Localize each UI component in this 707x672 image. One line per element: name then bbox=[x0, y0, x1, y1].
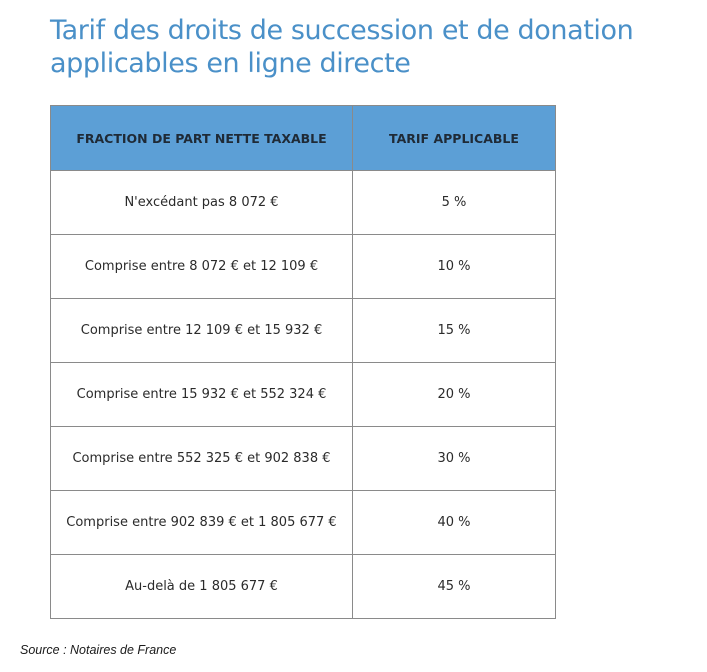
table-row: N'excédant pas 8 072 € 5 % bbox=[50, 170, 556, 235]
table-row: Comprise entre 15 932 € et 552 324 € 20 … bbox=[50, 362, 556, 427]
source-note: Source : Notaires de France bbox=[20, 643, 177, 657]
table-row: Comprise entre 552 325 € et 902 838 € 30… bbox=[50, 426, 556, 491]
fraction-cell: Comprise entre 552 325 € et 902 838 € bbox=[50, 426, 353, 491]
table-row: Comprise entre 902 839 € et 1 805 677 € … bbox=[50, 490, 556, 555]
fraction-cell: Comprise entre 902 839 € et 1 805 677 € bbox=[50, 490, 353, 555]
tax-rate-table: FRACTION DE PART NETTE TAXABLE TARIF APP… bbox=[50, 105, 556, 619]
rate-cell: 15 % bbox=[352, 298, 556, 363]
table-row: Comprise entre 12 109 € et 15 932 € 15 % bbox=[50, 298, 556, 363]
table-header-row: FRACTION DE PART NETTE TAXABLE TARIF APP… bbox=[50, 105, 556, 171]
rate-cell: 20 % bbox=[352, 362, 556, 427]
rate-cell: 5 % bbox=[352, 170, 556, 235]
fraction-cell: N'excédant pas 8 072 € bbox=[50, 170, 353, 235]
column-header-fraction: FRACTION DE PART NETTE TAXABLE bbox=[50, 105, 353, 171]
column-header-rate: TARIF APPLICABLE bbox=[352, 105, 556, 171]
fraction-cell: Comprise entre 12 109 € et 15 932 € bbox=[50, 298, 353, 363]
rate-cell: 30 % bbox=[352, 426, 556, 491]
rate-cell: 40 % bbox=[352, 490, 556, 555]
fraction-cell: Comprise entre 8 072 € et 12 109 € bbox=[50, 234, 353, 299]
table-row: Au-delà de 1 805 677 € 45 % bbox=[50, 554, 556, 619]
page-title: Tarif des droits de succession et de don… bbox=[50, 15, 634, 79]
fraction-cell: Comprise entre 15 932 € et 552 324 € bbox=[50, 362, 353, 427]
table-row: Comprise entre 8 072 € et 12 109 € 10 % bbox=[50, 234, 556, 299]
rate-cell: 45 % bbox=[352, 554, 556, 619]
fraction-cell: Au-delà de 1 805 677 € bbox=[50, 554, 353, 619]
rate-cell: 10 % bbox=[352, 234, 556, 299]
